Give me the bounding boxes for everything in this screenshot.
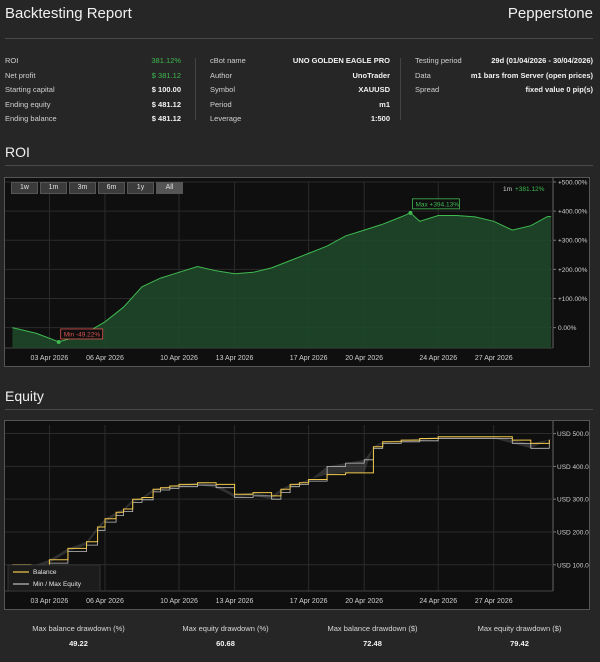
summary-row-leverage: Leverage 1:500	[210, 114, 390, 123]
roi-series-line	[12, 212, 552, 343]
x-tick-label: 20 Apr 2026	[345, 355, 383, 362]
range-button-3m[interactable]: 3m	[69, 182, 96, 194]
y-tick-label: USD 200.00	[557, 529, 589, 536]
equity-series-line	[12, 438, 550, 571]
summary-col-performance: ROI 381.12% Net profit $ 381.12 Starting c…	[5, 56, 181, 129]
y-tick-label: +200.00%	[558, 267, 588, 274]
roi-chart-svg: 03 Apr 2026 06 Apr 2026 10 Apr 2026 13 Apr …	[5, 178, 588, 362]
equity-chart-svg: 03 Apr 2026 06 Apr 2026 10 Apr 2026 13 Apr …	[5, 421, 589, 605]
roi-max-annotation-label: Max +394.13%	[415, 201, 459, 208]
roi-min-point	[56, 339, 61, 344]
range-button-6m[interactable]: 6m	[98, 182, 125, 194]
equity-legend-box	[7, 564, 101, 592]
x-tick-label: 27 Apr 2026	[475, 598, 513, 605]
y-tick-label: USD 400.00	[557, 464, 589, 471]
y-tick-label: +100.00%	[558, 296, 588, 303]
x-tick-label: 17 Apr 2026	[290, 355, 328, 362]
x-tick-label: 27 Apr 2026	[475, 355, 513, 362]
drawdown-stats: Max balance drawdown (%) 49.22 Max equit…	[5, 624, 593, 650]
x-tick-label: 24 Apr 2026	[419, 355, 457, 362]
range-button-all[interactable]: All	[156, 182, 183, 194]
y-tick-label: +300.00%	[558, 238, 588, 245]
y-tick-label: USD 500.00	[557, 431, 589, 438]
summary-row-data: Data m1 bars from Server (open prices)	[415, 70, 593, 80]
stat-max-equity-drawdown-pct: Max equity drawdown (%) 60.68	[182, 624, 269, 648]
roi-legend-prefix: 1m	[503, 186, 512, 193]
summary-separator	[400, 58, 401, 120]
broker-brand: Pepperstone	[507, 5, 593, 22]
y-tick-label: +500.00%	[558, 180, 588, 187]
x-tick-label: 13 Apr 2026	[216, 598, 254, 605]
y-tick-label: 0.00%	[558, 325, 577, 332]
summary-row-author: Author UnoTrader	[210, 70, 390, 80]
summary-row-period: Period m1	[210, 99, 390, 109]
x-tick-label: 06 Apr 2026	[86, 598, 124, 605]
x-tick-label: 24 Apr 2026	[419, 598, 457, 605]
balance-series-line	[12, 436, 550, 567]
report-title: Backtesting Report	[5, 5, 132, 22]
summary-row-roi: ROI 381.12%	[5, 56, 181, 65]
roi-max-point	[408, 210, 413, 215]
y-tick-label: USD 100.00	[557, 562, 589, 569]
x-tick-label: 03 Apr 2026	[31, 598, 69, 605]
roi-area-fill	[12, 212, 552, 348]
summary-row-cbot-name: cBot name UNO GOLDEN EAGLE PRO	[210, 56, 390, 65]
legend-balance-label: Balance	[33, 569, 57, 576]
stat-max-balance-drawdown-pct: Max balance drawdown (%) 49.22	[32, 624, 125, 648]
y-tick-label: +400.00%	[558, 209, 588, 216]
summary-row-ending-balance: Ending balance $ 481.12	[5, 114, 181, 123]
report-header: Backtesting Report Pepperstone	[5, 5, 593, 27]
stat-max-balance-drawdown-usd: Max balance drawdown ($) 72.48	[327, 624, 418, 648]
summary-row-starting-capital: Starting capital $ 100.00	[5, 85, 181, 94]
roi-chart: 03 Apr 2026 06 Apr 2026 10 Apr 2026 13 Apr …	[4, 177, 590, 367]
header-divider	[5, 38, 593, 39]
equity-section-title: Equity	[5, 388, 44, 404]
range-button-1w[interactable]: 1w	[11, 182, 38, 194]
equity-band-fill	[12, 436, 550, 570]
range-button-1m[interactable]: 1m	[40, 182, 67, 194]
summary-separator	[195, 58, 196, 120]
equity-chart: 03 Apr 2026 06 Apr 2026 10 Apr 2026 13 Apr …	[4, 420, 590, 610]
range-selector: 1w 1m 3m 6m 1y All	[11, 182, 183, 194]
roi-section-title: ROI	[5, 144, 30, 160]
x-tick-label: 10 Apr 2026	[160, 598, 198, 605]
x-tick-label: 20 Apr 2026	[345, 598, 383, 605]
summary-col-bot: cBot name UNO GOLDEN EAGLE PRO Author UnoT…	[210, 56, 390, 129]
roi-legend-value: +381.12%	[515, 186, 545, 193]
equity-divider	[5, 409, 593, 410]
roi-divider	[5, 165, 593, 166]
x-tick-label: 10 Apr 2026	[160, 355, 198, 362]
summary-row-testing-period: Testing period 29d (01/04/2026 - 30/04/20…	[415, 56, 593, 65]
roi-min-annotation-box	[60, 328, 104, 340]
legend-equity-label: Min / Max Equity	[33, 581, 82, 588]
summary-row-net-profit: Net profit $ 381.12	[5, 70, 181, 80]
summary-col-test: Testing period 29d (01/04/2026 - 30/04/20…	[415, 56, 593, 100]
summary-row-ending-equity: Ending equity $ 481.12	[5, 99, 181, 109]
x-tick-label: 03 Apr 2026	[31, 355, 69, 362]
x-tick-label: 17 Apr 2026	[290, 598, 328, 605]
summary-row-symbol: Symbol XAUUSD	[210, 85, 390, 94]
roi-min-annotation-label: Min -49.22%	[64, 331, 101, 338]
x-tick-label: 13 Apr 2026	[216, 355, 254, 362]
range-button-1y[interactable]: 1y	[127, 182, 154, 194]
summary-panel: ROI 381.12% Net profit $ 381.12 Starting c…	[5, 56, 593, 126]
stat-max-equity-drawdown-usd: Max equity drawdown ($) 79.42	[477, 624, 562, 648]
y-tick-label: USD 300.00	[557, 497, 589, 504]
roi-max-annotation-box	[412, 198, 460, 210]
summary-row-spread: Spread fixed value 0 pip(s)	[415, 85, 593, 94]
x-tick-label: 06 Apr 2026	[86, 355, 124, 362]
